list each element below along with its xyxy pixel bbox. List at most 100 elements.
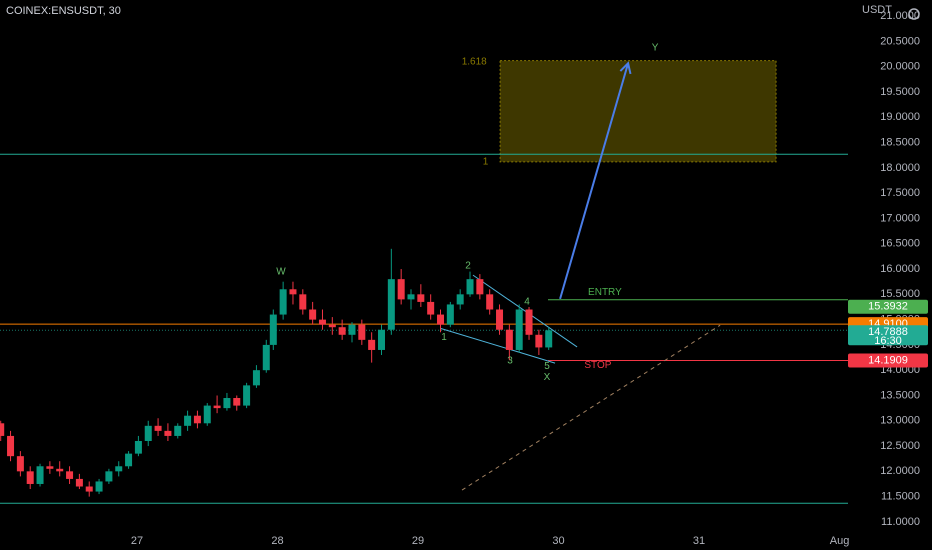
candle-body <box>26 471 34 484</box>
y-tick-label: 12.0000 <box>880 465 920 477</box>
candle-body <box>36 466 44 484</box>
y-tick-label: 21.0000 <box>880 10 920 22</box>
candle-body <box>252 370 260 386</box>
price-tag <box>848 325 928 346</box>
candle-body <box>105 471 113 482</box>
candle-body <box>476 279 484 295</box>
annotation: 4 <box>524 297 530 308</box>
candle-body <box>164 430 172 436</box>
candle-body <box>505 329 513 350</box>
candle-body <box>223 398 231 409</box>
y-tick-label: 18.5000 <box>880 137 920 149</box>
candle-body <box>0 423 5 436</box>
candle-body <box>233 398 241 406</box>
x-tick-label: 30 <box>552 535 564 547</box>
y-tick-label: 12.5000 <box>880 440 920 452</box>
annotation: 3 <box>507 356 513 367</box>
price-tag-label: 14.1909 <box>868 354 908 366</box>
candle-body <box>46 466 54 469</box>
candle-body <box>289 289 297 295</box>
x-tick-label: 28 <box>271 535 283 547</box>
annotation: 5 <box>544 361 550 372</box>
y-tick-label: 19.0000 <box>880 111 920 123</box>
candle-body <box>154 425 162 431</box>
annotation: X <box>544 372 551 383</box>
price-tag <box>848 353 928 368</box>
candle-body <box>299 294 307 310</box>
candle-body <box>7 435 15 457</box>
candle-body <box>262 344 270 371</box>
candle-body <box>515 309 523 350</box>
candle-body <box>486 294 494 310</box>
y-tick-label: 20.5000 <box>880 35 920 47</box>
candle-body <box>446 304 454 325</box>
candle-body <box>184 415 192 426</box>
trendline <box>472 274 578 348</box>
trendline <box>461 324 721 491</box>
candle-body <box>95 481 103 492</box>
x-tick-label: 29 <box>412 535 424 547</box>
x-tick-label: Aug <box>830 535 850 547</box>
trendline <box>439 327 556 364</box>
candle-body <box>368 339 376 350</box>
candle-body <box>16 456 24 472</box>
y-axis-label: USDT <box>862 4 892 16</box>
price-tag <box>848 299 928 314</box>
candle-body <box>243 385 251 406</box>
price-tag-label: 15.3932 <box>868 301 908 313</box>
candle-body <box>134 440 142 454</box>
annotation: ENTRY <box>588 287 622 298</box>
chart-title: COINEX:ENSUSDT, 30 <box>6 5 121 17</box>
settings-icon[interactable] <box>908 8 920 20</box>
candle-body <box>377 329 385 350</box>
candle-body <box>417 294 425 302</box>
candle-body <box>427 301 435 315</box>
candle-body <box>525 309 533 335</box>
candle-body <box>397 279 405 300</box>
annotation: Y <box>652 43 659 54</box>
candle-body <box>387 279 395 330</box>
x-tick-label: 31 <box>693 535 705 547</box>
candle-body <box>125 453 133 467</box>
candle-body <box>56 468 64 472</box>
y-tick-label: 13.0000 <box>880 415 920 427</box>
y-tick-label: 16.5000 <box>880 238 920 250</box>
candle-body <box>203 405 211 424</box>
candle-body <box>466 279 474 295</box>
price-tag-label: 14.7888 <box>868 326 908 338</box>
candle-body <box>348 324 356 335</box>
candle-body <box>456 294 464 305</box>
y-tick-label: 17.0000 <box>880 212 920 224</box>
annotation: STOP <box>584 360 611 371</box>
y-tick-label: 16.0000 <box>880 263 920 275</box>
y-tick-label: 15.5000 <box>880 288 920 300</box>
candle-body <box>75 478 83 487</box>
candle-body <box>193 415 201 424</box>
annotation: 1 <box>483 156 489 167</box>
y-tick-label: 20.0000 <box>880 61 920 73</box>
arrow <box>559 62 630 300</box>
fib-box <box>499 60 777 163</box>
candle-body <box>309 309 317 320</box>
candle-body <box>496 309 504 330</box>
countdown: 16:30 <box>874 335 902 347</box>
annotation: 1.618 <box>462 56 487 67</box>
arrow-head <box>619 61 632 75</box>
candle-body <box>66 471 74 479</box>
candle-body <box>358 324 366 340</box>
candle-body <box>437 314 445 325</box>
candle-body <box>535 334 543 348</box>
y-tick-label: 11.5000 <box>881 491 920 503</box>
annotation: 2 <box>465 261 471 272</box>
candle-body <box>279 289 287 315</box>
annotation: 1 <box>441 332 447 343</box>
candle-body <box>328 324 336 328</box>
y-tick-label: 17.5000 <box>880 187 920 199</box>
candle-body <box>318 319 326 325</box>
candle-body <box>85 486 93 492</box>
y-tick-label: 13.5000 <box>880 389 920 401</box>
annotation: W <box>276 267 286 278</box>
